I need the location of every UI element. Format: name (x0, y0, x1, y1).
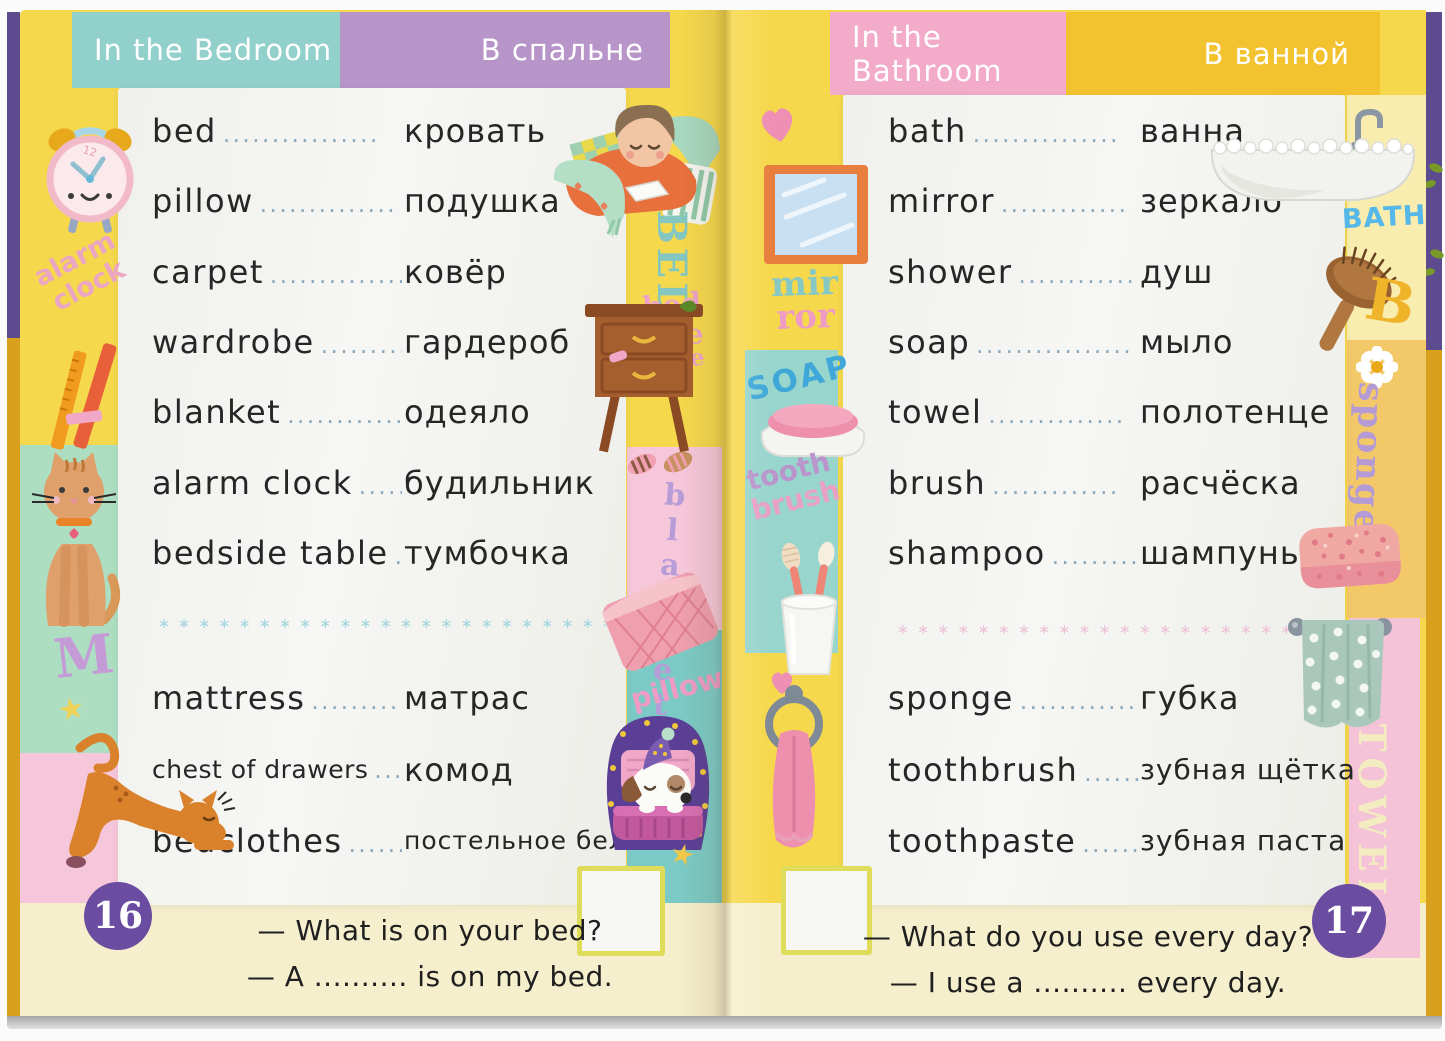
left-header-teal-band: In the Bedroom (72, 12, 340, 88)
left-word-card (118, 88, 626, 905)
toothbrush-cup-illustration (780, 541, 838, 675)
hairbrush-illustration (1319, 246, 1397, 351)
sleeping-dog-illustration (606, 716, 710, 850)
word-row: towel.............. полотенце (888, 393, 1331, 431)
word-row: mattress......... матрас (152, 679, 530, 717)
dialogue-answer: — I use a .......... every day. (889, 966, 1287, 999)
word-row: bath............... ванна (888, 112, 1245, 150)
sponge-label: sponge (1345, 381, 1392, 535)
left-edge-gold-bar (7, 338, 20, 1018)
word-row: sponge............. губка (888, 679, 1240, 717)
slippers-illustration (627, 451, 693, 475)
sticker-placeholder-square (577, 866, 665, 956)
right-page-title-ru: В ванной (1203, 36, 1350, 71)
word-row: shampoo........... шампунь (888, 534, 1300, 572)
bath-illustration (1210, 108, 1416, 201)
sitting-cat-illustration (31, 452, 121, 627)
bath-label: BATH (1341, 199, 1428, 236)
word-row: brush............. расчёска (888, 464, 1301, 502)
bedside-table-illustration (585, 300, 703, 453)
right-edge-gold-bar (1426, 350, 1442, 1018)
asterisk-divider: ∗ ∗ ∗ ∗ ∗ ∗ ∗ ∗ ∗ ∗ ∗ ∗ ∗ ∗ ∗ ∗ ∗ ∗ ∗ ∗ … (158, 616, 620, 632)
letter-a-ruler-illustration (50, 343, 117, 450)
mirror-illustration (764, 165, 868, 264)
word-row: toothpaste...... зубная паста (888, 822, 1347, 860)
girl-reading-in-bed-illustration (553, 104, 720, 238)
heart-icon (761, 108, 793, 142)
dialogue-answer: — A .......... is on my bed. (246, 960, 614, 993)
word-en: bed (152, 112, 217, 150)
alarm-clock-illustration: 12 (46, 127, 134, 234)
sticker-placeholder-square (781, 866, 872, 955)
green-blobs-decoration (1423, 163, 1444, 276)
word-row: shower............ душ (888, 253, 1214, 291)
word-ru: кровать (404, 112, 547, 150)
right-dialogue: — What do you use every day? — I use a .… (838, 914, 1338, 1006)
word-row: alarm clock...... будильник (152, 464, 595, 502)
soap-illustration (760, 404, 866, 457)
left-page-title-en: In the Bedroom (94, 33, 333, 67)
page-number-left: 16 (84, 882, 152, 950)
left-dialogue: — What is on your bed? — A .......... is… (170, 908, 690, 1000)
daisy-icon (1356, 346, 1398, 388)
letter-m-decoration: M (50, 621, 117, 691)
towel-label: TOWEL (1350, 724, 1394, 910)
word-row: wardrobe......... гардероб (152, 323, 571, 361)
polka-dot-towel-illustration (1288, 618, 1392, 728)
right-page-title-en: In the Bathroom (852, 19, 1003, 88)
page-number-right: 17 (1312, 884, 1386, 958)
dot-leader: ................ (222, 122, 380, 148)
folded-blanket-illustration (601, 572, 718, 671)
asterisk-divider: ∗ ∗ ∗ ∗ ∗ ∗ ∗ ∗ ∗ ∗ ∗ ∗ ∗ ∗ ∗ ∗ ∗ ∗ ∗ ∗ … (897, 622, 1317, 638)
word-row: toothbrush...... зубная щётка (888, 751, 1356, 789)
right-header-pink-band: In the Bathroom (830, 12, 1066, 95)
sponge-illustration (1299, 523, 1401, 589)
word-row: carpet.............. ковёр (152, 253, 507, 291)
right-header-gold-band: В ванной (1066, 12, 1380, 95)
mirror-label: mir ror (770, 262, 839, 338)
left-page-title-ru: В спальне (480, 33, 644, 67)
word-row: pillow.............. подушка (152, 182, 561, 220)
word-row: soap................ мыло (888, 323, 1234, 361)
svg-text:12: 12 (81, 143, 98, 159)
dialogue-question: — What is on your bed? (257, 914, 603, 947)
word-row: bedside table... тумбочка (152, 534, 571, 572)
stretching-cat-illustration (66, 733, 236, 868)
dialogue-question: — What do you use every day? (862, 920, 1314, 953)
left-edge-purple-bar (7, 12, 20, 338)
word-row: blanket............ одеяло (152, 393, 531, 431)
word-row: chest of drawers... комод (152, 751, 514, 789)
left-header-purple-band: В спальне (340, 12, 670, 88)
right-word-card (843, 95, 1345, 905)
word-row: bed................ кровать (152, 107, 612, 155)
book-bottom-shadow (7, 1016, 1442, 1029)
word-row: mirror............. зеркало (888, 182, 1283, 220)
towel-ring-illustration (765, 685, 823, 848)
